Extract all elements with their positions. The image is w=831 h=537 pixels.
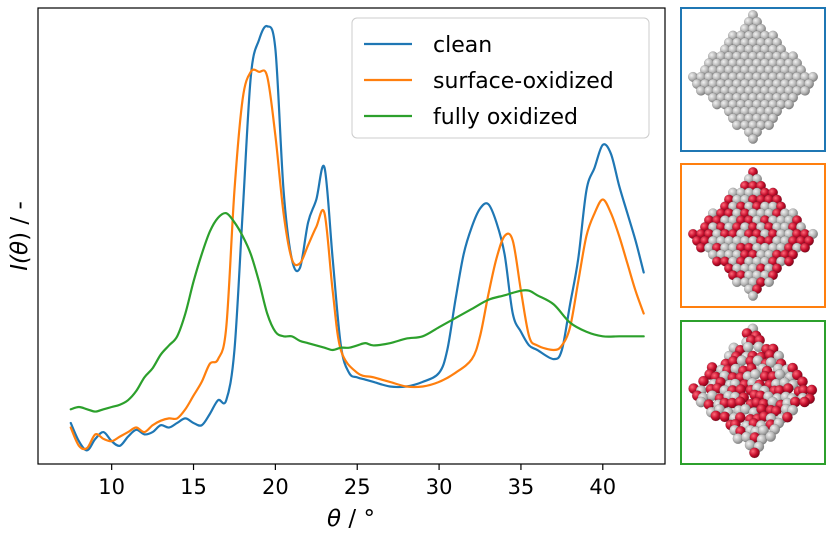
inset-frame-surface-oxidized bbox=[680, 163, 826, 308]
x-axis-label: θ / ° bbox=[327, 506, 375, 532]
atom bbox=[799, 396, 810, 408]
atom bbox=[774, 369, 786, 380]
x-tick-label: 40 bbox=[589, 475, 616, 499]
inset-clean bbox=[680, 7, 826, 152]
atom bbox=[710, 410, 722, 422]
atom bbox=[748, 133, 759, 144]
atom bbox=[748, 290, 759, 301]
y-axis-label-symbol: θ bbox=[7, 241, 33, 255]
inset-fully-oxidized bbox=[680, 320, 826, 465]
x-axis-label-symbol: θ bbox=[327, 506, 341, 532]
surface-oxidized-nanoparticle-image bbox=[688, 166, 819, 301]
atom bbox=[764, 120, 775, 131]
inset-frame-clean bbox=[680, 7, 826, 152]
atom bbox=[765, 430, 776, 442]
y-axis-label-suffix: ) / - bbox=[7, 201, 33, 241]
clean-nanoparticle-image bbox=[688, 9, 819, 144]
x-tick-label: 10 bbox=[98, 475, 125, 499]
series-line-surface-oxidized bbox=[69, 68, 645, 451]
series-line-fully-oxidized bbox=[69, 211, 645, 413]
plot-frame bbox=[37, 7, 666, 465]
x-tick-label: 35 bbox=[508, 475, 535, 499]
atom bbox=[784, 99, 795, 110]
nanoparticle-insets bbox=[680, 7, 826, 465]
plot-lines bbox=[69, 24, 645, 452]
legend: clean surface-oxidized fully oxidized bbox=[351, 17, 650, 139]
x-tick-label: 15 bbox=[180, 475, 207, 499]
atom bbox=[784, 256, 795, 267]
fully-oxidized-nanoparticle-image bbox=[688, 323, 818, 459]
x-tick-label: 20 bbox=[262, 475, 289, 499]
inset-frame-fully-oxidized bbox=[680, 320, 826, 465]
x-tick-label: 30 bbox=[426, 475, 453, 499]
atom bbox=[800, 85, 811, 96]
atom bbox=[764, 277, 775, 288]
legend-label: clean bbox=[433, 33, 492, 58]
series-line-clean bbox=[69, 24, 645, 452]
legend-label: fully oxidized bbox=[433, 105, 578, 130]
atom bbox=[800, 242, 811, 253]
inset-surface-oxidized bbox=[680, 163, 826, 308]
legend-box bbox=[351, 17, 650, 139]
y-axis-label: I(θ) / - bbox=[7, 201, 33, 271]
atom bbox=[698, 375, 709, 387]
atom bbox=[782, 411, 793, 423]
y-axis-label-prefix: I( bbox=[7, 254, 33, 271]
x-tick-label: 25 bbox=[344, 475, 371, 499]
x-axis-ticks: 10 15 20 25 30 35 40 bbox=[98, 464, 616, 499]
x-axis-label-unit: / ° bbox=[341, 506, 375, 532]
atom bbox=[787, 404, 799, 416]
atom bbox=[749, 447, 760, 459]
legend-label: surface-oxidized bbox=[433, 69, 614, 94]
